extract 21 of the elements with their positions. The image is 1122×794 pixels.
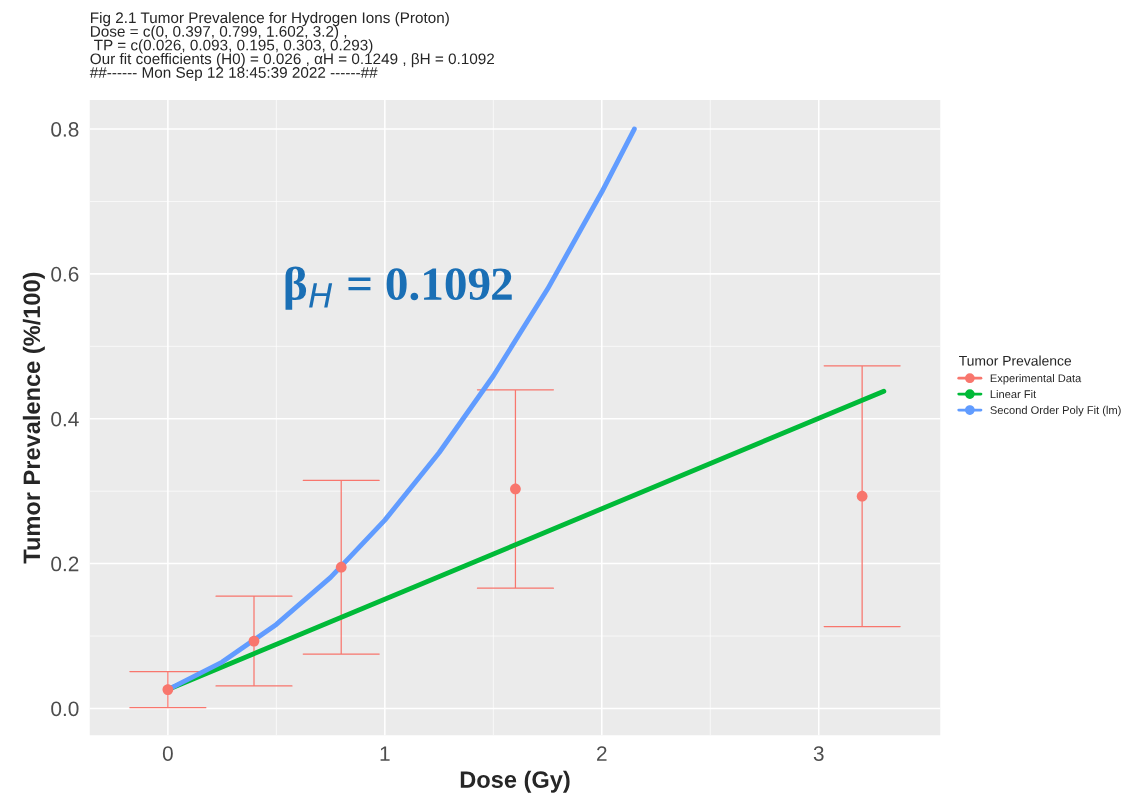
y-tick-label: 0.0 xyxy=(51,701,79,717)
point xyxy=(162,684,174,695)
point xyxy=(510,483,521,495)
x-axis-title: Dose (Gy) xyxy=(460,770,570,793)
x-tick-label: 1 xyxy=(380,746,390,761)
y-tick-label: 0.8 xyxy=(51,122,79,137)
legend-label: Second Order Poly Fit (lm) xyxy=(990,405,1121,417)
point xyxy=(856,490,868,502)
legend-title: Tumor Prevalence xyxy=(959,355,1072,366)
annotation: β$_{H}$ = 0.1092 xyxy=(285,266,512,310)
y-tick-label: 0.2 xyxy=(51,556,79,572)
x-tick-label: 2 xyxy=(597,746,607,761)
x-tick-label: 0 xyxy=(162,746,173,761)
y-axis-title: Tumor Prevalence (%/100) xyxy=(22,272,45,564)
x-tick-label: 3 xyxy=(813,746,824,761)
point xyxy=(248,635,260,647)
y-tick-label: 0.6 xyxy=(51,266,79,282)
y-tick-label: 0.4 xyxy=(51,411,79,427)
point xyxy=(335,561,347,573)
legend-label: Experimental Data xyxy=(990,374,1082,385)
legend-label: Linear Fit xyxy=(990,389,1037,399)
